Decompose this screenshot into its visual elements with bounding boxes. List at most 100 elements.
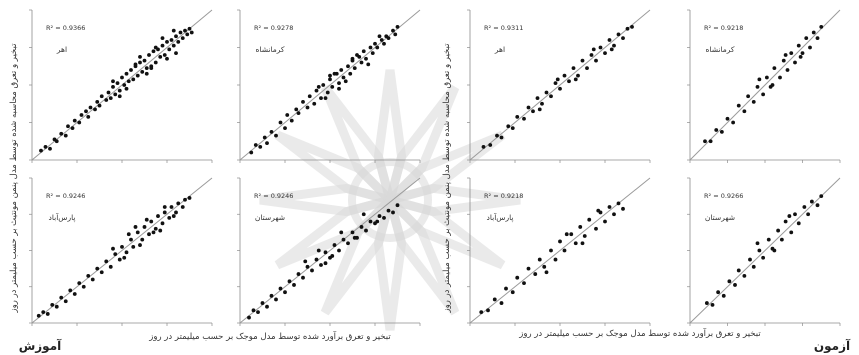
data-point xyxy=(285,113,290,117)
data-point xyxy=(131,244,136,249)
data-point xyxy=(555,77,560,82)
data-point xyxy=(366,62,371,67)
data-point xyxy=(526,266,531,271)
data-point xyxy=(176,39,181,44)
data-point xyxy=(45,312,50,316)
data-point xyxy=(562,73,567,78)
data-point xyxy=(149,66,154,71)
data-point xyxy=(630,24,634,29)
data-point xyxy=(785,68,790,72)
data-point xyxy=(492,297,497,302)
data-point xyxy=(585,66,589,71)
data-point xyxy=(395,24,400,29)
data-point xyxy=(86,114,91,119)
data-point xyxy=(332,243,337,247)
data-point xyxy=(99,94,104,99)
data-point xyxy=(169,205,174,209)
data-point xyxy=(789,230,794,235)
data-point xyxy=(162,205,167,209)
data-point xyxy=(341,237,346,242)
scatter-panel: R² = 0.9311 اهر xyxy=(467,9,651,163)
data-point xyxy=(361,212,366,217)
data-point xyxy=(180,205,185,209)
data-point xyxy=(287,279,292,284)
data-point xyxy=(183,197,187,202)
data-point xyxy=(350,230,355,235)
data-point xyxy=(131,77,136,82)
r-squared-label: R² = 0.9218 xyxy=(484,192,523,200)
data-point xyxy=(486,308,490,313)
data-point xyxy=(77,281,82,286)
data-point xyxy=(542,264,547,269)
data-point xyxy=(337,81,341,86)
data-point xyxy=(703,139,707,144)
data-point xyxy=(108,264,113,269)
data-point xyxy=(564,232,569,237)
data-point xyxy=(111,246,115,251)
data-point xyxy=(809,199,814,204)
station-label: کرمانشاه xyxy=(705,45,734,54)
data-point xyxy=(535,96,540,101)
data-point xyxy=(386,208,391,213)
data-point xyxy=(72,118,77,123)
data-point xyxy=(289,118,294,123)
data-point xyxy=(59,131,64,136)
data-point xyxy=(708,139,713,144)
data-point xyxy=(113,252,118,257)
data-point xyxy=(625,26,630,31)
data-point xyxy=(576,73,580,78)
data-point xyxy=(772,66,777,71)
data-point xyxy=(562,248,567,253)
data-point xyxy=(124,71,129,76)
scatter-panel: R² = 0.9246 شهرستان xyxy=(237,177,421,326)
data-point xyxy=(133,225,138,229)
data-point xyxy=(714,128,719,132)
data-point xyxy=(522,281,526,286)
data-point xyxy=(549,248,553,253)
data-point xyxy=(531,109,535,114)
data-point xyxy=(183,28,187,33)
data-point xyxy=(185,32,190,37)
data-point xyxy=(352,66,357,71)
data-point xyxy=(802,205,807,209)
r-squared-label: R² = 0.9278 xyxy=(254,24,293,32)
data-point xyxy=(736,103,741,108)
data-point xyxy=(526,105,531,110)
data-point xyxy=(343,79,348,84)
data-point xyxy=(373,41,377,46)
station-label: اهر xyxy=(494,45,505,54)
watermark-petal xyxy=(374,130,506,209)
data-point xyxy=(120,244,124,249)
data-point xyxy=(135,73,140,78)
data-point xyxy=(815,36,820,41)
data-point xyxy=(314,88,319,93)
data-point xyxy=(312,101,317,106)
data-point xyxy=(710,302,715,307)
data-point xyxy=(553,81,558,86)
data-point xyxy=(111,84,115,89)
data-point xyxy=(171,43,176,48)
data-point xyxy=(350,56,355,61)
data-point xyxy=(751,99,756,104)
data-point xyxy=(558,86,562,91)
data-point xyxy=(108,96,113,101)
data-point xyxy=(815,203,820,208)
data-point xyxy=(582,234,587,238)
data-point xyxy=(808,45,812,50)
data-point xyxy=(382,41,386,46)
data-point xyxy=(72,292,77,296)
data-point xyxy=(160,221,165,226)
reference-line xyxy=(469,177,651,324)
data-point xyxy=(160,43,165,48)
data-point xyxy=(43,144,48,149)
watermark-petal xyxy=(381,184,460,316)
data-point xyxy=(153,226,158,231)
data-point xyxy=(544,270,549,275)
data-point xyxy=(341,75,346,80)
data-point xyxy=(153,45,158,50)
data-point xyxy=(377,214,382,218)
data-point xyxy=(126,79,131,84)
data-point xyxy=(567,79,571,84)
r-squared-label: R² = 0.9366 xyxy=(46,24,85,32)
data-point xyxy=(260,301,265,305)
